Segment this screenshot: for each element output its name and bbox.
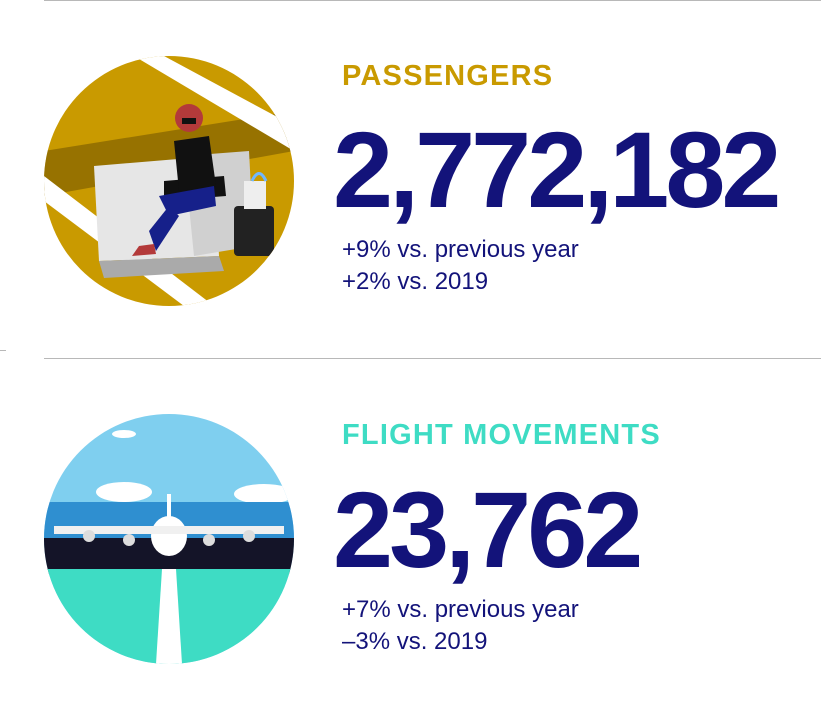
passengers-vs-2019: +2% vs. 2019 <box>342 268 489 295</box>
passengers-value: 2,772,182 <box>333 109 781 230</box>
passengers-yoy: +9% vs. previous year <box>342 236 579 263</box>
airplane-runway-icon <box>44 414 294 664</box>
flight-movements-value: 23,762 <box>333 469 643 590</box>
passengers-stats: +9% vs. previous year +2% vs. 2019 <box>342 234 579 298</box>
flight-movements-stats: +7% vs. previous year –3% vs. 2019 <box>342 594 579 658</box>
flight-movements-label: FLIGHT MOVEMENTS <box>342 419 661 451</box>
top-divider <box>44 0 821 1</box>
left-tick <box>0 350 6 351</box>
section-divider <box>44 358 821 359</box>
passengers-label: PASSENGERS <box>342 60 554 92</box>
flight-movements-vs-2019: –3% vs. 2019 <box>342 628 488 655</box>
flight-movements-yoy: +7% vs. previous year <box>342 596 579 623</box>
passenger-lounge-icon <box>44 56 294 306</box>
